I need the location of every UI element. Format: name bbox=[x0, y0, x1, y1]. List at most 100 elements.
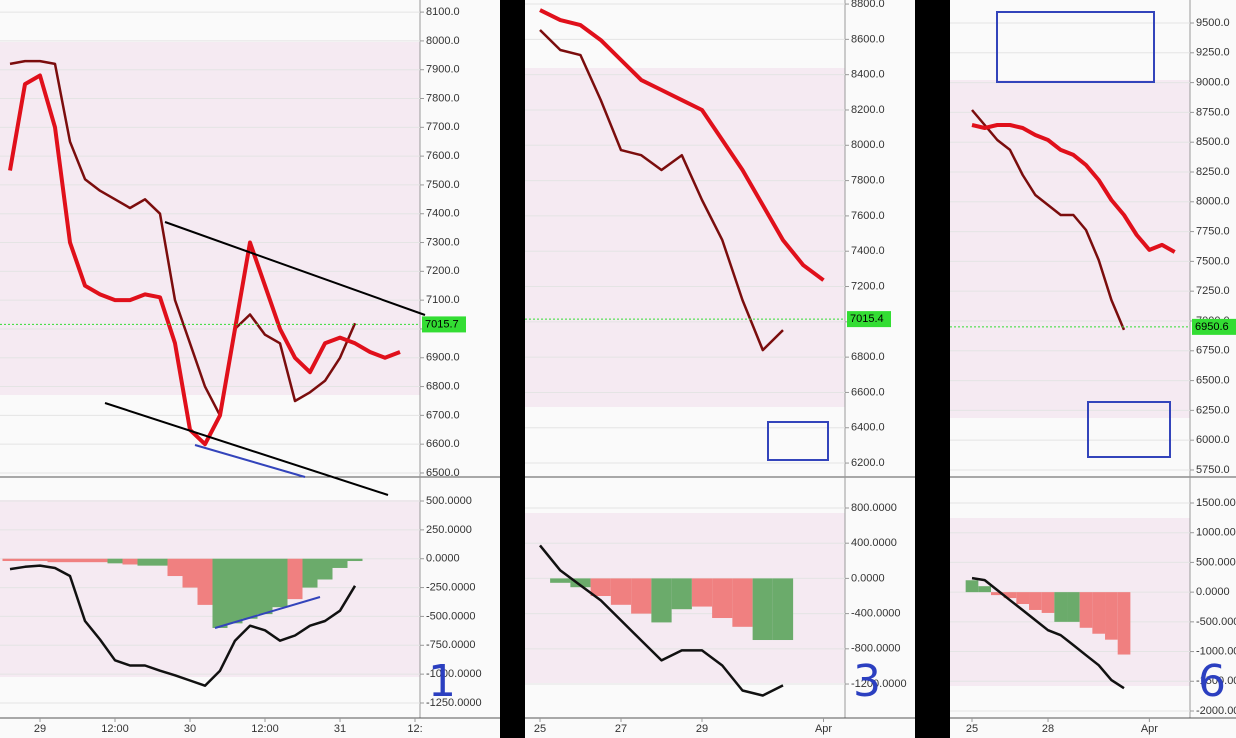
histogram-bar bbox=[651, 578, 672, 623]
y-tick-label: -1250.0000 bbox=[426, 697, 482, 709]
histogram-bar bbox=[227, 558, 243, 624]
y-tick-label: 0.0000 bbox=[426, 553, 460, 565]
histogram-bar bbox=[62, 558, 78, 563]
y-tick-label: -750.0000 bbox=[426, 639, 476, 651]
histogram-bar bbox=[2, 558, 18, 562]
separator bbox=[915, 0, 950, 738]
y-tick-label: 7400.0 bbox=[851, 245, 885, 257]
y-tick-label: 7600.0 bbox=[851, 210, 885, 222]
y-tick-label: 7200.0 bbox=[426, 265, 460, 277]
histogram-bar bbox=[17, 558, 33, 562]
y-tick-label: 7250.0 bbox=[1196, 285, 1230, 297]
line bbox=[971, 576, 1125, 690]
y-tick-label: 6750.0 bbox=[1196, 345, 1230, 357]
histogram-bar bbox=[347, 558, 363, 562]
histogram-bar bbox=[1067, 592, 1080, 622]
histogram-bar bbox=[991, 592, 1004, 596]
x-tick-label: 28 bbox=[1042, 723, 1054, 735]
y-tick-label: 7100.0 bbox=[426, 294, 460, 306]
x-tick-label: Apr bbox=[1141, 723, 1158, 735]
y-tick-label: 6250.0 bbox=[1196, 404, 1230, 416]
y-tick-label: 7200.0 bbox=[851, 280, 885, 292]
line bbox=[539, 8, 825, 282]
x-tick-label: 25 bbox=[966, 723, 978, 735]
line bbox=[971, 109, 1126, 331]
y-tick-label: 9250.0 bbox=[1196, 47, 1230, 59]
y-tick-label: 8500.0 bbox=[1196, 136, 1230, 148]
line bbox=[971, 123, 1176, 254]
y-tick-label: 8000.0 bbox=[1196, 196, 1230, 208]
line bbox=[539, 544, 784, 697]
y-tick-label: 1000.0000 bbox=[1196, 527, 1236, 539]
drawings bbox=[104, 11, 1171, 629]
y-tick-label: 400.0000 bbox=[851, 537, 897, 549]
histogram-bar bbox=[92, 558, 108, 563]
x-tick-label: 12: bbox=[407, 723, 422, 735]
histogram-bar bbox=[1041, 592, 1055, 613]
histogram-bar bbox=[772, 578, 794, 641]
histogram-bar bbox=[965, 580, 979, 593]
y-tick-label: 250.0000 bbox=[426, 524, 472, 536]
y-tick-label: 500.0000 bbox=[426, 495, 472, 507]
y-tick-label: -500.0000 bbox=[1196, 616, 1236, 628]
y-tick-label: 7800.0 bbox=[426, 92, 460, 104]
y-tick-label: 7400.0 bbox=[426, 208, 460, 220]
x-tick-label: 30 bbox=[184, 723, 196, 735]
y-tick-label: 8000.0 bbox=[851, 139, 885, 151]
y-tick-label: 9000.0 bbox=[1196, 77, 1230, 89]
line bbox=[9, 59, 357, 417]
histogram-bar bbox=[1117, 592, 1131, 655]
y-tick-label: 6800.0 bbox=[851, 351, 885, 363]
y-tick-label: 0.0000 bbox=[1196, 586, 1230, 598]
y-tick-label: -1200.0000 bbox=[851, 678, 907, 690]
histogram-bar bbox=[1105, 592, 1118, 640]
histogram-bar bbox=[752, 578, 773, 641]
annotation: 1 bbox=[428, 656, 456, 707]
histogram-bar bbox=[47, 558, 63, 563]
y-tick-label: 6600.0 bbox=[426, 438, 460, 450]
y-tick-label: 8800.0 bbox=[851, 0, 885, 10]
y-tick-label: -1000.0000 bbox=[1196, 645, 1236, 657]
y-tick-label: -800.0000 bbox=[851, 643, 901, 655]
histogram-bar bbox=[32, 558, 48, 562]
histogram-bar bbox=[287, 558, 303, 600]
line bbox=[9, 564, 357, 687]
y-tick-label: -400.0000 bbox=[851, 608, 901, 620]
band bbox=[525, 68, 845, 407]
trend-line bbox=[104, 402, 389, 496]
histogram-bar bbox=[610, 578, 632, 605]
y-tick-label: 6200.0 bbox=[851, 457, 885, 469]
price-tag bbox=[1192, 318, 1236, 335]
y-tick-label: 7700.0 bbox=[426, 121, 460, 133]
box bbox=[996, 11, 1155, 83]
x-tick-label: 29 bbox=[34, 723, 46, 735]
histogram-bar bbox=[631, 578, 652, 614]
histogram-bar bbox=[1029, 592, 1042, 610]
price-tag-label: 7015.7 bbox=[425, 318, 459, 330]
y-tick-label: 8000.0 bbox=[426, 35, 460, 47]
histogram-bar bbox=[302, 558, 318, 588]
y-tick-label: 8100.0 bbox=[426, 6, 460, 18]
y-tick-label: 6800.0 bbox=[426, 380, 460, 392]
histogram-bar bbox=[107, 558, 123, 564]
y-tick-label: 6500.0 bbox=[426, 467, 460, 479]
histogram-bar bbox=[77, 558, 93, 563]
histogram-bar bbox=[257, 558, 273, 615]
y-tick-label: -2000.0000 bbox=[1196, 705, 1236, 717]
annotation: 6 bbox=[1198, 656, 1226, 707]
box bbox=[767, 421, 829, 461]
x-tick-label: 12:00 bbox=[251, 723, 279, 735]
histogram-bar bbox=[1092, 592, 1106, 634]
y-tick-label: 8750.0 bbox=[1196, 106, 1230, 118]
y-tick-label: 6700.0 bbox=[426, 409, 460, 421]
y-tick-label: 7900.0 bbox=[426, 64, 460, 76]
y-tick-label: 7500.0 bbox=[426, 179, 460, 191]
price-tag bbox=[847, 311, 891, 328]
y-tick-label: 8250.0 bbox=[1196, 166, 1230, 178]
y-tick-label: 8600.0 bbox=[851, 33, 885, 45]
histogram-bar bbox=[212, 558, 228, 628]
y-tick-label: 6900.0 bbox=[426, 352, 460, 364]
